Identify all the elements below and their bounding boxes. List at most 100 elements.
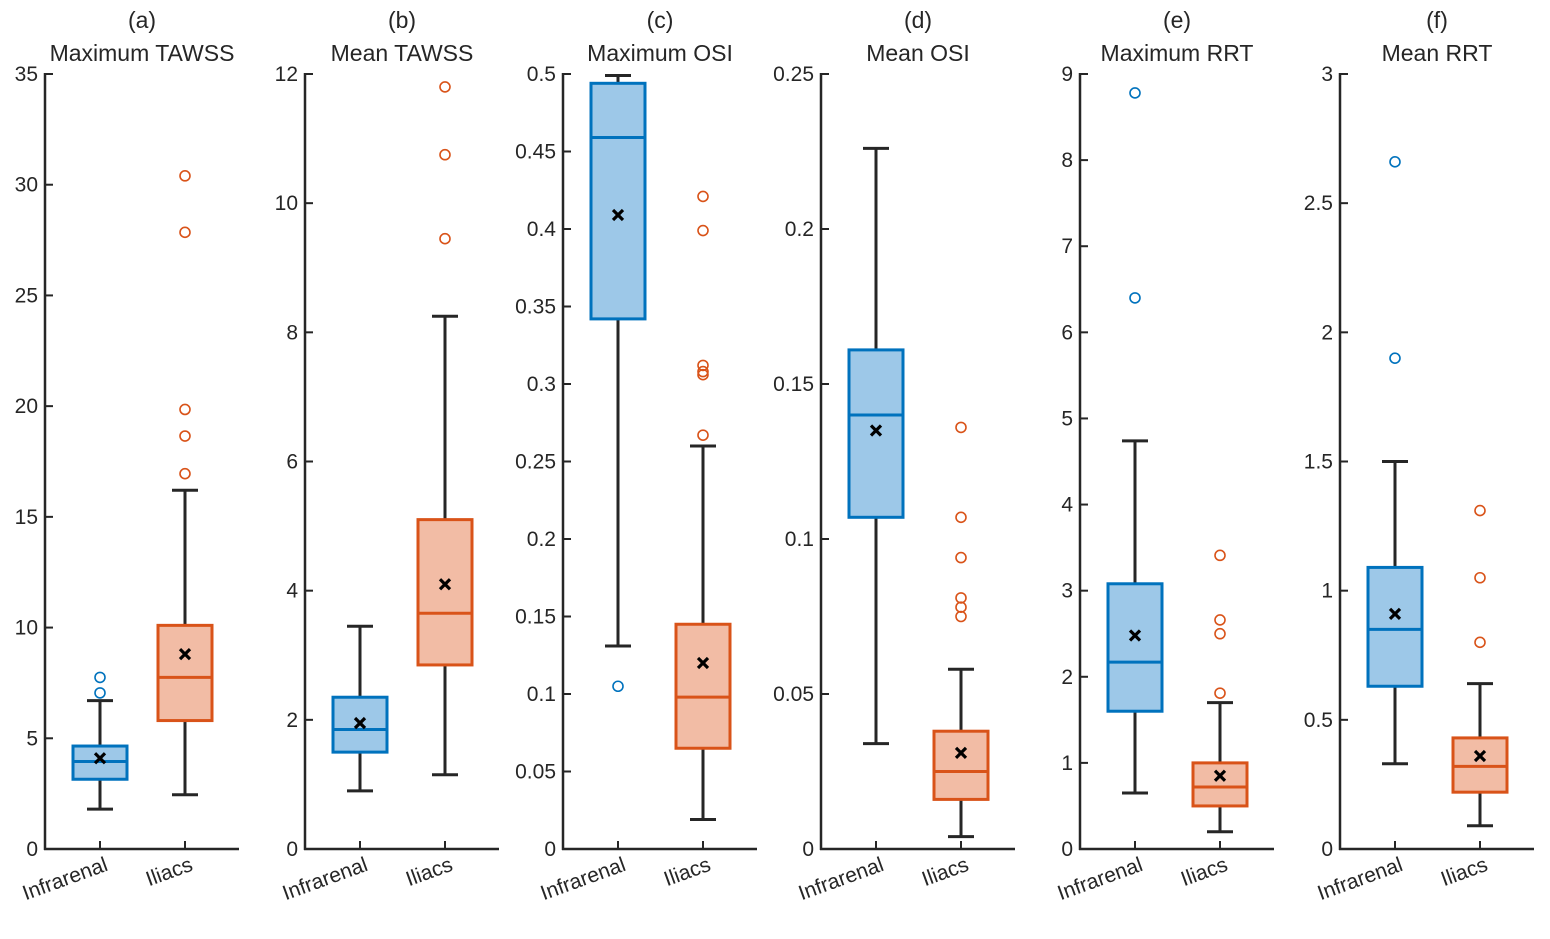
- iqr-box: [932, 729, 990, 801]
- y-tick-label: 7: [1061, 235, 1073, 258]
- mean-marker: [696, 656, 710, 670]
- outlier-point: [697, 429, 709, 441]
- outlier-point: [955, 592, 967, 604]
- y-tick-label: 20: [15, 395, 38, 418]
- outlier-point: [697, 359, 709, 372]
- iqr-box: [1106, 582, 1164, 713]
- box-iliacs: [416, 81, 474, 777]
- iqr-box: [847, 348, 905, 519]
- y-tick-label: 25: [15, 284, 38, 307]
- panel-label: (a): [128, 7, 156, 33]
- y-tick-label: 1: [1061, 752, 1073, 775]
- y-tick-label: 15: [15, 506, 38, 529]
- y-tick-label: 0.35: [515, 296, 556, 319]
- y-tick-label: 12: [275, 63, 298, 86]
- y-tick-label: 0.25: [515, 451, 556, 474]
- y-tick-label: 0.05: [515, 761, 556, 784]
- outlier-point: [179, 467, 191, 480]
- panel-title: Maximum TAWSS: [50, 40, 235, 66]
- box-infrarenal: [331, 624, 389, 793]
- box-iliacs: [1451, 504, 1509, 828]
- outlier-point: [1474, 571, 1486, 584]
- outlier-point: [1214, 549, 1226, 562]
- mean-marker-stroke: [178, 648, 192, 661]
- mean-marker: [438, 578, 452, 591]
- outlier-point: [697, 365, 709, 378]
- outlier-point: [1129, 87, 1141, 99]
- outlier-point: [955, 511, 967, 524]
- y-tick-label: 6: [286, 451, 298, 474]
- mean-marker-stroke: [1473, 749, 1487, 763]
- y-tick-label: 0.5: [527, 63, 556, 86]
- y-tick-label: 0: [1061, 838, 1073, 861]
- panel-label: (e): [1163, 7, 1191, 33]
- y-tick-label: 0.05: [773, 683, 814, 706]
- outlier-point: [1129, 292, 1141, 304]
- y-tick-label: 0: [1321, 838, 1333, 861]
- mean-marker-stroke: [1388, 607, 1402, 621]
- x-category-label: Iliacs: [661, 853, 714, 891]
- y-tick-label: 6: [1061, 321, 1073, 344]
- iqr-box: [589, 81, 647, 321]
- panel-label: (f): [1426, 7, 1448, 33]
- box-infrarenal: [1366, 156, 1424, 766]
- outlier-point: [94, 687, 106, 699]
- y-tick-label: 5: [1061, 407, 1073, 430]
- y-tick-label: 8: [286, 321, 298, 344]
- y-tick-label: 0.2: [785, 218, 814, 241]
- y-tick-label: 0.2: [527, 528, 556, 551]
- y-tick-label: 5: [26, 727, 38, 750]
- panel-label: (d): [904, 7, 932, 33]
- y-tick-label: 0: [802, 838, 814, 861]
- y-tick-label: 0.15: [773, 373, 814, 396]
- outlier-point: [1389, 156, 1401, 168]
- outlier-point: [1214, 614, 1226, 626]
- y-tick-label: 0.45: [515, 141, 556, 164]
- y-tick-label: 4: [286, 580, 298, 603]
- outlier-point: [439, 232, 451, 245]
- y-tick-label: 0.1: [785, 528, 814, 551]
- x-category-label: Iliacs: [403, 853, 456, 891]
- y-tick-label: 1.5: [1304, 451, 1333, 474]
- outlier-point: [697, 190, 709, 203]
- x-category-label: Iliacs: [1438, 853, 1491, 891]
- box-infrarenal: [847, 146, 905, 746]
- outlier-point: [439, 148, 451, 161]
- box-infrarenal: [1106, 87, 1164, 795]
- chart-panel-4: (d)Mean OSI00.050.10.150.20.25Infrarenal…: [773, 7, 1015, 905]
- y-tick-label: 4: [1061, 494, 1073, 517]
- mean-marker: [611, 208, 625, 222]
- mean-marker: [869, 424, 883, 437]
- mean-marker-stroke: [1128, 629, 1142, 642]
- panel-title: Mean OSI: [866, 40, 970, 66]
- y-tick-label: 2: [1061, 666, 1073, 689]
- panel-title: Mean TAWSS: [331, 40, 474, 66]
- x-category-label: Iliacs: [143, 853, 196, 891]
- y-tick-label: 10: [275, 192, 298, 215]
- y-tick-label: 2.5: [1304, 192, 1333, 215]
- iqr-box: [1366, 565, 1424, 688]
- y-tick-label: 8: [1061, 149, 1073, 172]
- y-tick-label: 0.5: [1304, 709, 1333, 732]
- box-iliacs: [674, 190, 732, 822]
- iqr-box: [416, 518, 474, 667]
- outlier-point: [179, 430, 191, 442]
- outlier-point: [955, 551, 967, 564]
- y-tick-label: 0: [286, 838, 298, 861]
- outlier-point: [179, 226, 191, 239]
- y-tick-label: 3: [1061, 580, 1073, 603]
- x-category-label: Iliacs: [1178, 853, 1231, 891]
- mean-marker: [93, 752, 107, 765]
- box-iliacs: [1191, 549, 1249, 834]
- mean-marker: [1388, 607, 1402, 621]
- box-iliacs: [932, 421, 990, 839]
- y-tick-label: 0.25: [773, 63, 814, 86]
- mean-marker: [1128, 629, 1142, 642]
- mean-marker-stroke: [353, 716, 367, 730]
- box-infrarenal: [589, 74, 647, 693]
- chart-panel-1: (a)Maximum TAWSS05101520253035Infrarenal…: [15, 7, 239, 905]
